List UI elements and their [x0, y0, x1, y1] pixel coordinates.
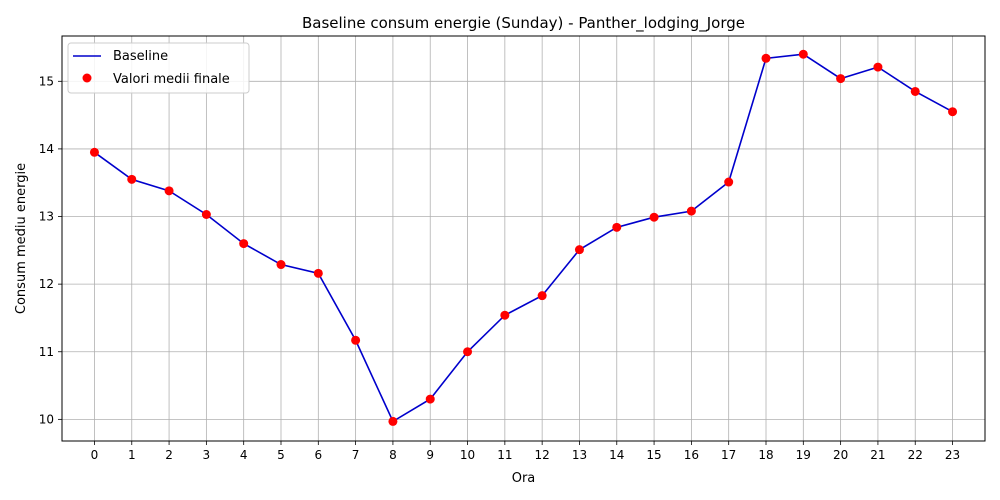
- data-point-valori-medii-finale: [686, 206, 696, 216]
- data-point-valori-medii-finale: [89, 147, 99, 157]
- series-layer: [89, 49, 958, 426]
- x-tick-label: 10: [460, 448, 475, 462]
- legend-box: [67, 42, 250, 94]
- data-point-valori-medii-finale: [873, 62, 883, 72]
- data-point-valori-medii-finale: [164, 186, 174, 196]
- data-point-valori-medii-finale: [649, 212, 659, 222]
- x-tick-label: 17: [721, 448, 736, 462]
- data-point-valori-medii-finale: [836, 74, 846, 84]
- x-tick-label: 13: [572, 448, 587, 462]
- x-tick-label: 1: [128, 448, 136, 462]
- data-point-valori-medii-finale: [537, 291, 547, 301]
- x-tick-label: 15: [646, 448, 661, 462]
- y-tick-label: 14: [39, 142, 54, 156]
- y-tick-label: 11: [39, 345, 54, 359]
- chart-title: Baseline consum energie (Sunday) - Panth…: [302, 14, 745, 33]
- data-point-valori-medii-finale: [239, 239, 249, 249]
- data-point-valori-medii-finale: [276, 260, 286, 270]
- series-line-baseline: [93, 53, 953, 423]
- x-tick-label: 4: [240, 448, 248, 462]
- legend-label-valori-medii-finale: Valori medii finale: [113, 72, 230, 87]
- x-tick-label: 0: [91, 448, 99, 462]
- x-tick-label: 20: [833, 448, 848, 462]
- x-tick-label: 16: [684, 448, 699, 462]
- data-point-valori-medii-finale: [910, 86, 920, 96]
- data-point-valori-medii-finale: [612, 222, 622, 232]
- data-point-valori-medii-finale: [425, 394, 435, 404]
- x-tick-label: 23: [945, 448, 960, 462]
- y-tick-label: 12: [39, 277, 54, 291]
- legend: Baseline Valori medii finale: [67, 42, 250, 94]
- data-point-valori-medii-finale: [201, 209, 211, 219]
- axis-ticks: 0 1 2 3 4 5 6 7 8 9 10 11 12 13 14 15 16 17 18 19 20 21 22 2310…: [39, 74, 960, 462]
- x-tick-label: 21: [870, 448, 885, 462]
- x-tick-label: 6: [314, 448, 322, 462]
- x-tick-label: 14: [609, 448, 624, 462]
- y-tick-label: 15: [39, 74, 54, 88]
- x-tick-label: 2: [165, 448, 173, 462]
- data-point-valori-medii-finale: [574, 245, 584, 255]
- x-tick-label: 12: [535, 448, 550, 462]
- data-point-valori-medii-finale: [761, 53, 771, 63]
- x-tick-label: 7: [352, 448, 360, 462]
- y-tick-label: 10: [39, 412, 54, 426]
- data-point-valori-medii-finale: [313, 268, 323, 278]
- x-tick-label: 18: [758, 448, 773, 462]
- data-point-valori-medii-finale: [500, 310, 510, 320]
- data-point-valori-medii-finale: [388, 416, 398, 426]
- data-point-valori-medii-finale: [127, 174, 137, 184]
- x-tick-label: 3: [203, 448, 211, 462]
- legend-label-baseline: Baseline: [113, 49, 168, 64]
- legend-swatch-valori-medii-finale: [82, 73, 92, 83]
- x-tick-label: 9: [426, 448, 434, 462]
- data-point-valori-medii-finale: [463, 347, 473, 357]
- x-axis-label: Ora: [512, 471, 536, 486]
- data-point-valori-medii-finale: [351, 335, 361, 345]
- grid: [62, 36, 985, 441]
- x-tick-label: 22: [908, 448, 923, 462]
- x-tick-label: 11: [497, 448, 512, 462]
- plot-area-frame: [61, 35, 986, 442]
- y-tick-label: 13: [39, 210, 54, 224]
- y-axis-label: Consum mediu energie: [14, 163, 29, 314]
- x-tick-label: 5: [277, 448, 285, 462]
- x-tick-label: 8: [389, 448, 397, 462]
- x-tick-label: 19: [796, 448, 811, 462]
- data-point-valori-medii-finale: [724, 177, 734, 187]
- data-point-valori-medii-finale: [948, 107, 958, 117]
- data-point-valori-medii-finale: [798, 49, 808, 59]
